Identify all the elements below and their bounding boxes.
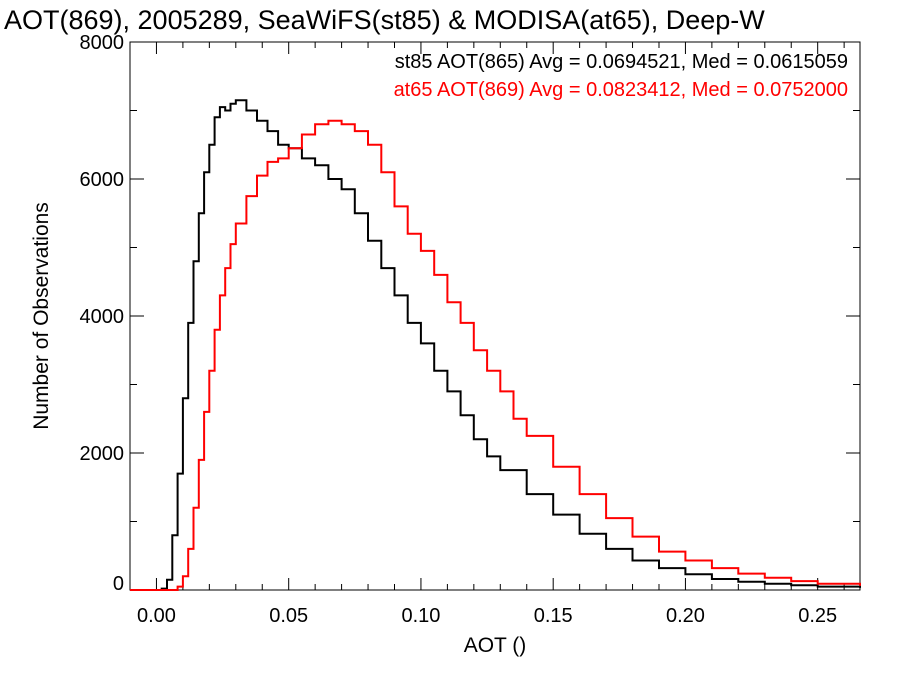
series-line-st85 [130,99,861,591]
plot-area: 0.00 0.05 0.10 0.15 0.20 0.25 0 2000 4000 6000 800… [80,32,861,627]
y-tick-label: 6000 [80,169,125,191]
axis-ticks [129,41,860,591]
x-axis-label: AOT () [464,634,527,657]
y-axis-label: Number of Observations [30,202,53,430]
x-tick-label: 0.20 [666,605,705,627]
legend-entry-st85: st85 AOT(865) Avg = 0.0694521, Med = 0.0… [395,51,848,73]
y-tick-label: 0 [113,573,124,595]
series-layer [130,99,861,591]
x-tick-label: 0.05 [269,605,308,627]
axis-tick-labels: 0.00 0.05 0.10 0.15 0.20 0.25 0 2000 4000 6000 800… [80,32,838,627]
legend: st85 AOT(865) Avg = 0.0694521, Med = 0.0… [394,51,848,101]
x-tick-label: 0.15 [534,605,573,627]
series-line-at65 [130,119,861,591]
x-tick-label: 0.10 [401,605,440,627]
chart-title: AOT(869), 2005289, SeaWiFS(st85) & MODIS… [4,5,765,35]
y-tick-label: 8000 [80,32,125,54]
legend-entry-at65: at65 AOT(869) Avg = 0.0823412, Med = 0.0… [394,79,848,101]
plot-frame [129,41,861,591]
y-tick-label: 4000 [80,306,125,328]
x-tick-label: 0.25 [798,605,837,627]
y-tick-label: 2000 [80,443,125,465]
x-tick-label: 0.00 [137,605,176,627]
